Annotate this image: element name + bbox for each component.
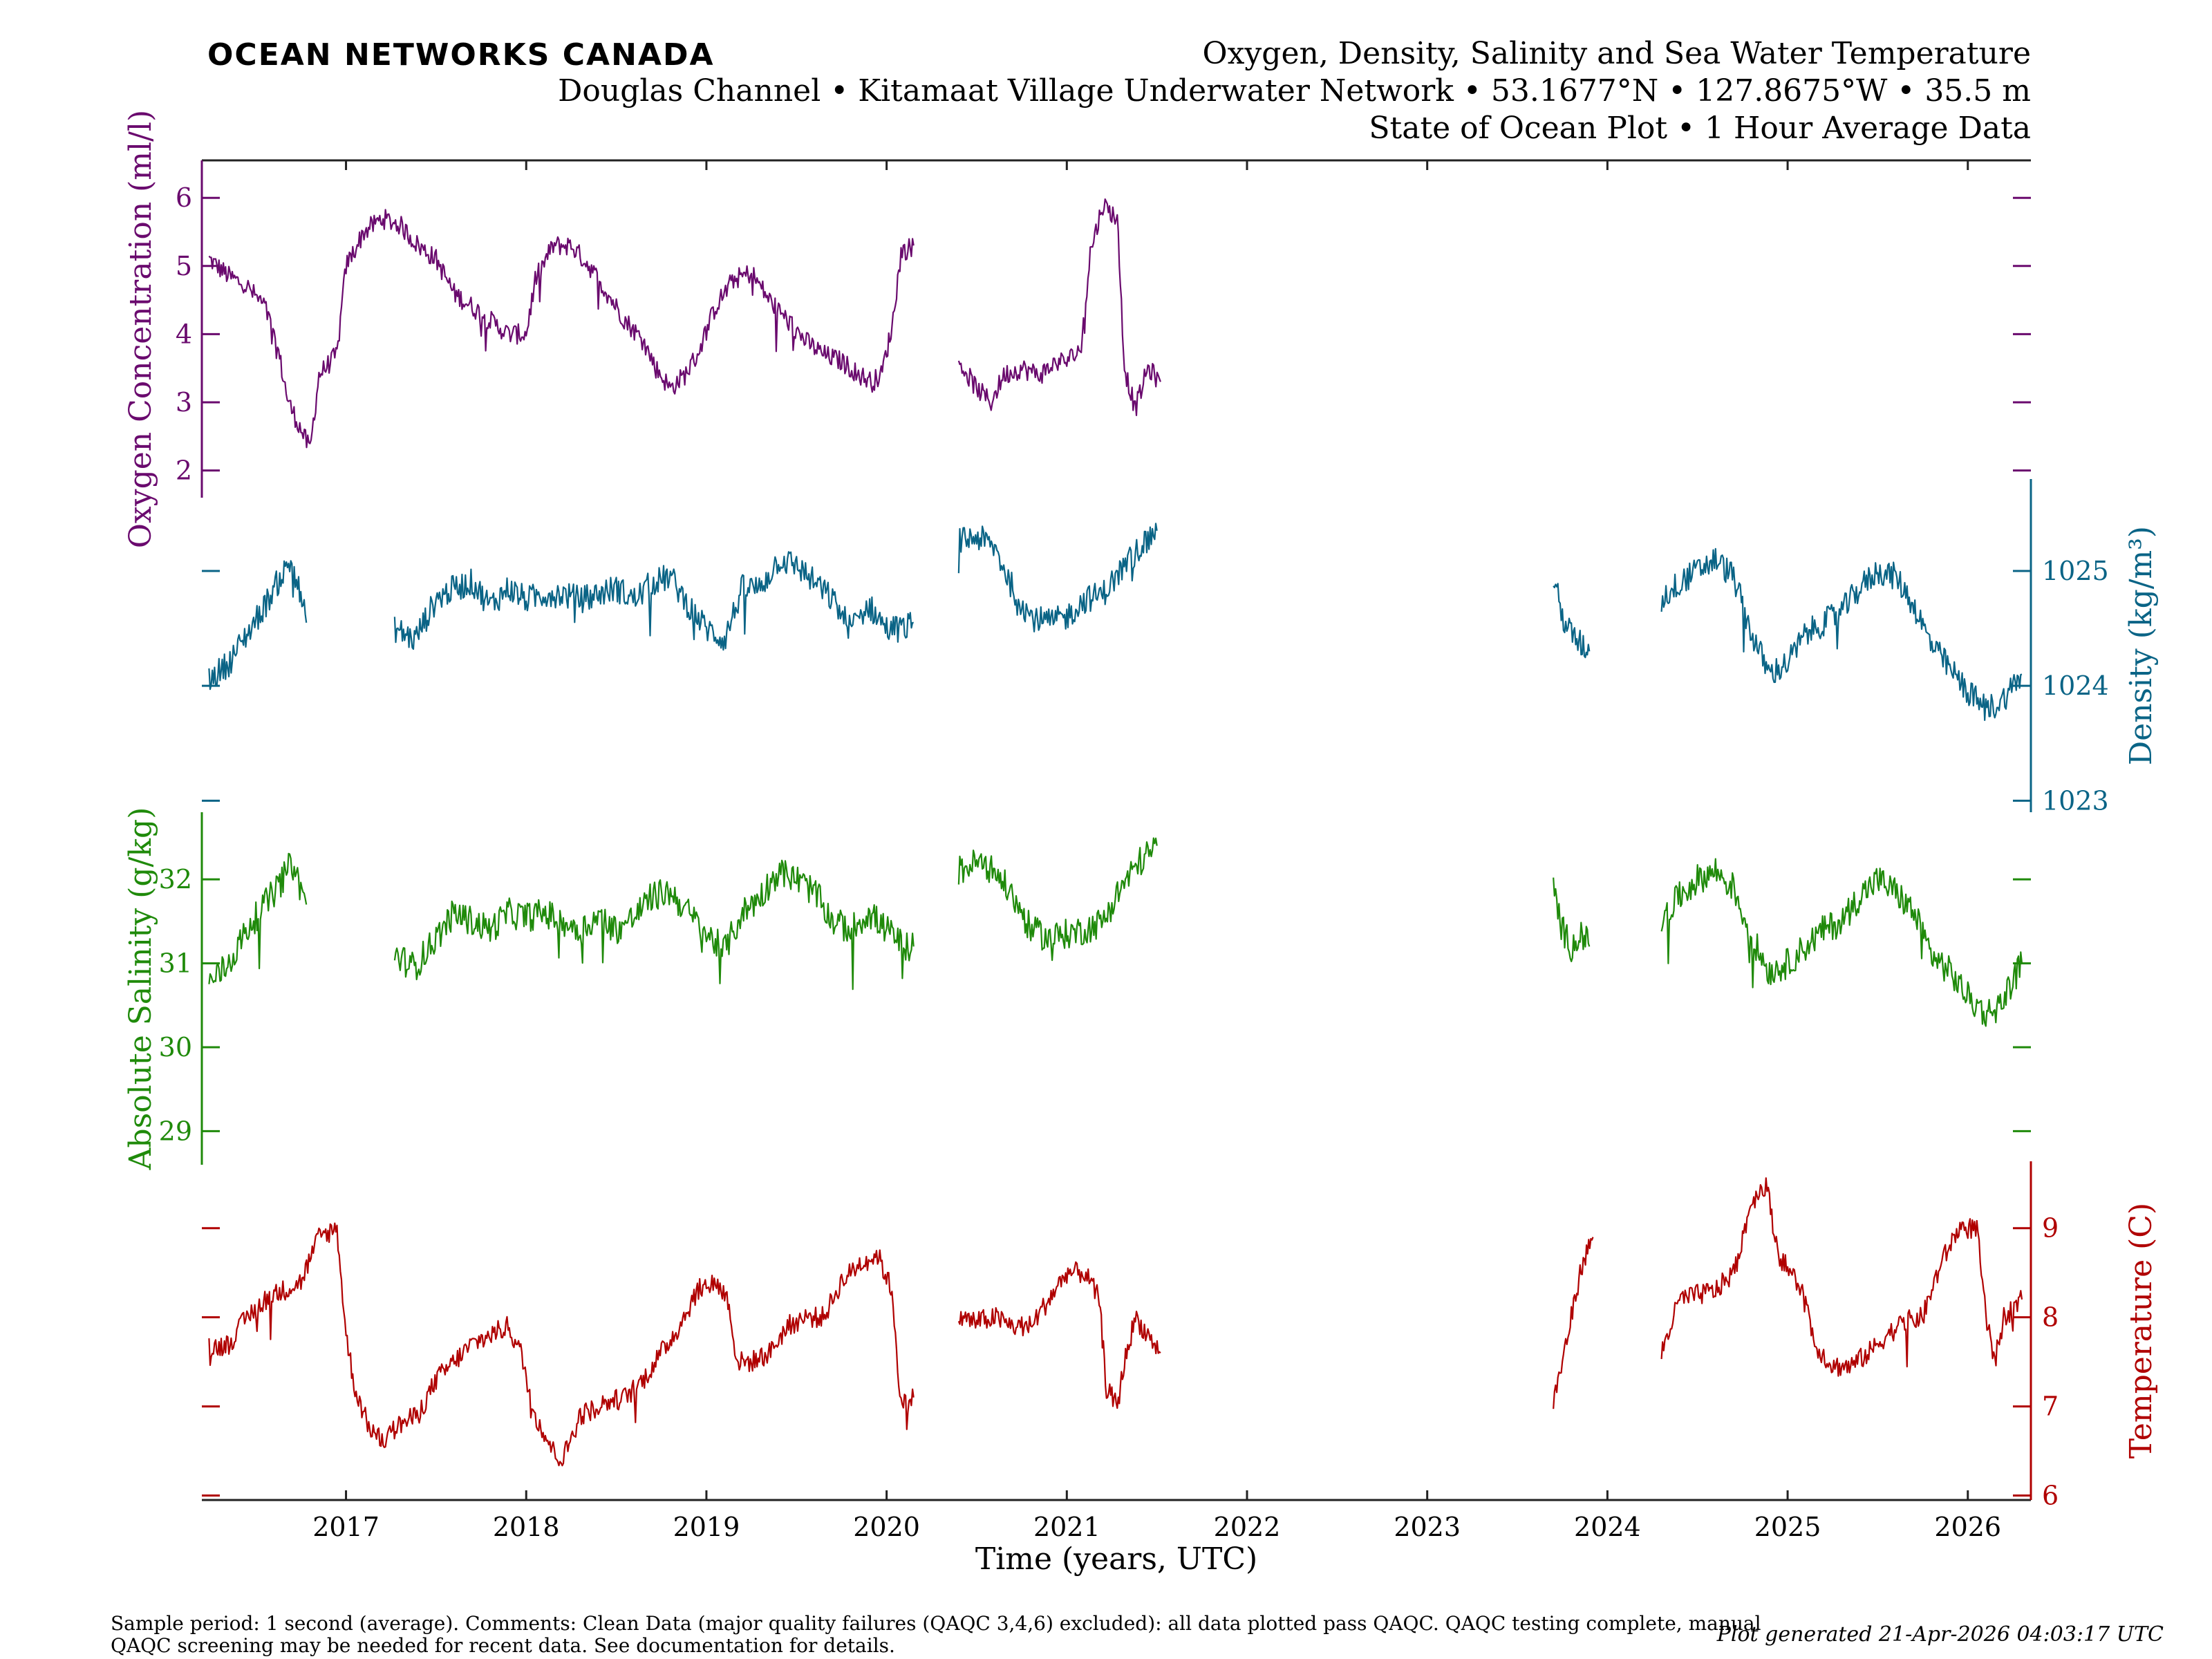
x-tick-label: 2024 [1574, 1512, 1641, 1542]
oxygen-tick-label: 6 [176, 182, 192, 213]
density-axis-label: Density (kg/m³) [2124, 526, 2159, 765]
density-series-line [393, 551, 914, 651]
chart-subtitle-line1: Douglas Channel • Kitamaat Village Under… [558, 73, 2031, 109]
chart-title: Oxygen, Density, Salinity and Sea Water … [1203, 36, 2031, 71]
density-series-line [208, 560, 308, 691]
plot-area: 2017 2018 2019 2020 2021 2022 2023 2024 2025 2026… [123, 110, 2159, 1542]
x-tick-label: 2017 [312, 1512, 379, 1542]
oxygen-axis-label: Oxygen Concentration (ml/l) [123, 110, 158, 548]
salinity-tick-label: 29 [159, 1116, 192, 1146]
oxygen-series-line [208, 209, 915, 449]
temperature-series-line [1660, 1177, 2023, 1377]
x-tick-label: 2019 [673, 1512, 740, 1542]
temperature-tick-label: 6 [2042, 1481, 2059, 1511]
oxygen-tick-label: 2 [176, 456, 192, 486]
footer-comment-line1: Sample period: 1 second (average). Comme… [111, 1612, 1761, 1635]
chart-subtitle-line2: State of Ocean Plot • 1 Hour Average Dat… [1369, 111, 2031, 146]
x-tick-label: 2023 [1394, 1512, 1461, 1542]
density-series-line [1553, 583, 1591, 659]
temperature-series-line [1553, 1237, 1594, 1409]
density-tick-label: 1023 [2042, 785, 2109, 816]
oxygen-tick-label: 4 [176, 319, 192, 349]
x-tick-label: 2026 [1934, 1512, 2001, 1542]
temperature-tick-label: 7 [2042, 1391, 2059, 1422]
salinity-series-line [957, 837, 1158, 962]
salinity-series-line [393, 859, 915, 991]
oxygen-series-line [957, 198, 1161, 416]
temperature-tick-label: 9 [2042, 1213, 2059, 1244]
temperature-tick-label: 8 [2042, 1302, 2059, 1333]
salinity-series-line [1660, 858, 2023, 1027]
x-tick-label: 2018 [493, 1512, 560, 1542]
salinity-axis-label: Absolute Salinity (g/kg) [123, 807, 158, 1171]
x-tick-label: 2025 [1754, 1512, 1821, 1542]
brand-logo: OCEAN NETWORKS CANADA [207, 37, 715, 73]
x-tick-label: 2021 [1033, 1512, 1100, 1542]
density-tick-label: 1024 [2042, 671, 2109, 701]
x-axis-label: Time (years, UTC) [975, 1541, 1257, 1577]
density-series-line [957, 523, 1158, 632]
temperature-axis-label: Temperature (C) [2124, 1203, 2159, 1459]
salinity-series-line [208, 852, 308, 984]
salinity-series-line [1553, 877, 1591, 962]
x-tick-label: 2022 [1214, 1512, 1281, 1542]
density-tick-label: 1025 [2042, 556, 2109, 586]
oxygen-tick-label: 5 [176, 251, 192, 281]
footer-generated: Plot generated 21-Apr-2026 04:03:17 UTC [1716, 1622, 2164, 1647]
density-series-line [1660, 547, 2023, 721]
salinity-tick-label: 30 [159, 1032, 192, 1062]
footer-comment-line2: QAQC screening may be needed for recent … [111, 1634, 895, 1657]
temperature-series-line [208, 1222, 915, 1467]
temperature-series-line [957, 1261, 1161, 1409]
oxygen-tick-label: 3 [176, 387, 192, 418]
x-tick-label: 2020 [853, 1512, 920, 1542]
salinity-tick-label: 31 [159, 948, 192, 979]
salinity-tick-label: 32 [159, 864, 192, 894]
